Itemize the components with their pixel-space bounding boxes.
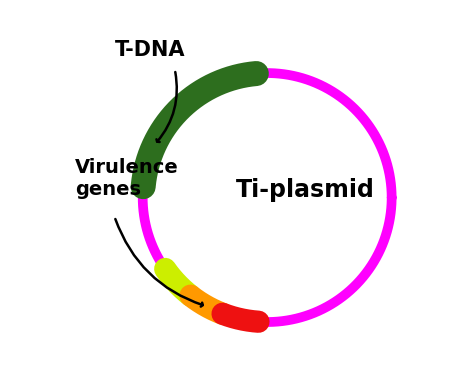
Text: Virulence
genes: Virulence genes [75, 158, 179, 199]
Text: Ti-plasmid: Ti-plasmid [236, 178, 374, 202]
Text: T-DNA: T-DNA [115, 40, 185, 60]
